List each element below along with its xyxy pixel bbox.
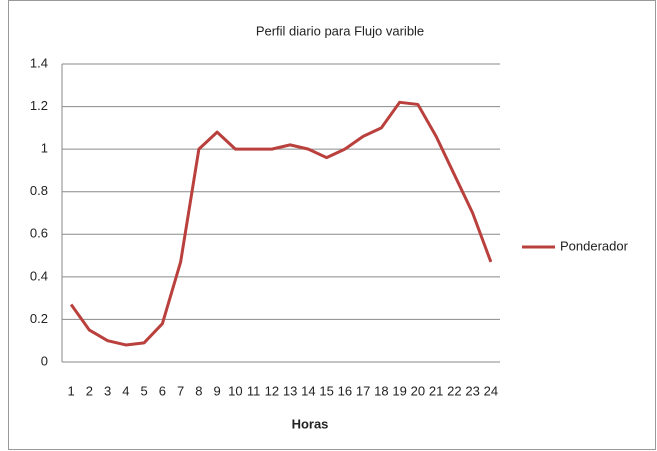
x-tick-label: 21 — [429, 383, 443, 398]
y-tick-label: 0.2 — [30, 311, 48, 326]
chart-title: Perfil diario para Flujo varible — [256, 23, 424, 38]
y-tick-label: 0 — [41, 353, 48, 368]
x-tick-label: 16 — [338, 383, 352, 398]
chart-frame — [8, 0, 656, 450]
x-tick-label: 23 — [465, 383, 479, 398]
x-tick-label: 3 — [104, 383, 111, 398]
x-tick-label: 11 — [247, 383, 261, 398]
y-tick-label: 1.2 — [30, 98, 48, 113]
x-tick-label: 2 — [86, 383, 93, 398]
y-tick-label: 0.4 — [30, 268, 48, 283]
x-tick-label: 9 — [214, 383, 221, 398]
x-tick-label: 4 — [122, 383, 129, 398]
y-tick-label: 1.4 — [30, 55, 48, 70]
x-tick-label: 19 — [392, 383, 406, 398]
x-tick-label: 24 — [484, 383, 498, 398]
x-axis-label: Horas — [292, 416, 329, 431]
x-tick-label: 6 — [159, 383, 166, 398]
x-tick-label: 17 — [356, 383, 370, 398]
x-tick-label: 20 — [411, 383, 425, 398]
y-tick-label: 0.6 — [30, 226, 48, 241]
x-tick-label: 22 — [447, 383, 461, 398]
x-tick-label: 7 — [177, 383, 184, 398]
y-tick-label: 0.8 — [30, 183, 48, 198]
y-tick-label: 1 — [41, 141, 48, 156]
x-tick-label: 13 — [283, 383, 297, 398]
x-tick-label: 5 — [141, 383, 148, 398]
x-tick-label: 15 — [319, 383, 333, 398]
x-tick-label: 10 — [228, 383, 242, 398]
x-tick-label: 18 — [374, 383, 388, 398]
x-tick-label: 8 — [195, 383, 202, 398]
x-tick-label: 14 — [301, 383, 315, 398]
data-line — [69, 100, 493, 347]
legend-label: Ponderador — [560, 238, 629, 253]
x-tick-label: 12 — [265, 383, 279, 398]
x-tick-label: 1 — [68, 383, 75, 398]
